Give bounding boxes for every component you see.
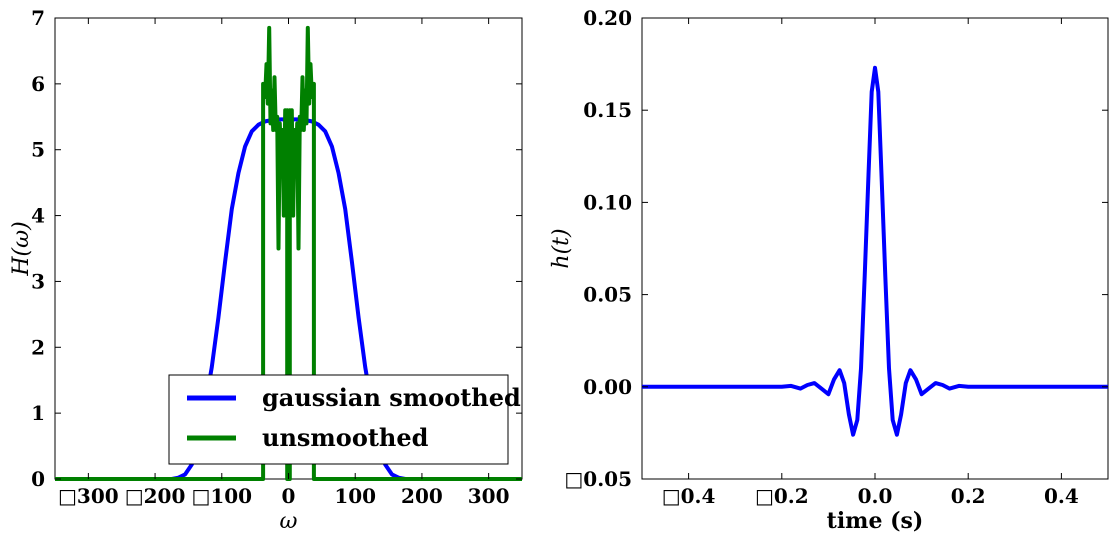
x-tick-label: 100 xyxy=(334,484,376,508)
x-tick-label: 0.0 xyxy=(858,484,893,508)
impulse-response-chart: □0.4 □0.2 0.0 0.2 0.4 □0.05 0.00 0.05 0.10 0.15 0.… xyxy=(549,6,1109,534)
legend-box xyxy=(168,374,509,465)
x-tick-label: □0.4 xyxy=(662,484,716,508)
y-tick-label: 2 xyxy=(31,335,45,359)
legend-label-gaussian-smoothed: gaussian smoothed xyxy=(262,383,521,412)
x-tick-label: 0.2 xyxy=(951,484,986,508)
x-axis-label: time (s) xyxy=(827,508,924,534)
y-axis-label: H(ω) xyxy=(9,221,34,276)
y-tick-label: □0.05 xyxy=(564,467,632,491)
x-tick-label: 0 xyxy=(282,484,296,508)
y-tick-label: 0 xyxy=(31,467,45,491)
tick-group: □0.4 □0.2 0.0 0.2 0.4 □0.05 0.00 0.05 0.10 0.15 0.… xyxy=(564,6,1108,508)
x-tick-label: □0.2 xyxy=(755,484,809,508)
plot-area-frame xyxy=(641,17,1109,480)
y-tick-label: 4 xyxy=(31,204,45,228)
y-tick-label: 0.10 xyxy=(583,190,632,214)
x-tick-label: □100 xyxy=(191,484,252,508)
y-tick-label: 5 xyxy=(31,138,45,162)
x-tick-label: 0.4 xyxy=(1044,484,1079,508)
legend-label-unsmoothed: unsmoothed xyxy=(262,423,429,452)
x-tick-label: □300 xyxy=(58,484,119,508)
y-tick-label: 1 xyxy=(31,401,45,425)
x-tick-label: 200 xyxy=(401,484,443,508)
x-tick-label: □200 xyxy=(125,484,186,508)
legend: gaussian smoothed unsmoothed xyxy=(168,374,521,465)
y-tick-label: 6 xyxy=(31,72,45,96)
series-line-impulse-response xyxy=(642,65,1108,437)
y-tick-label: 0.15 xyxy=(583,98,632,122)
series-group xyxy=(642,65,1108,437)
y-tick-label: 7 xyxy=(31,6,45,30)
y-tick-label: 3 xyxy=(31,269,45,293)
x-axis-label: ω xyxy=(280,509,298,534)
y-tick-label: 0.20 xyxy=(583,6,632,30)
y-axis-label: h(t) xyxy=(549,228,574,268)
y-tick-label: 0.00 xyxy=(583,375,632,399)
tick-group: □300 □200 □100 0 100 200 300 0 1 2 3 4 5 6 7 xyxy=(31,6,522,508)
x-tick-label: 300 xyxy=(468,484,510,508)
frequency-response-chart: □300 □200 □100 0 100 200 300 0 1 2 3 4 5 6 7 ω H(ω) ga… xyxy=(9,6,523,534)
y-tick-label: 0.05 xyxy=(583,283,632,307)
